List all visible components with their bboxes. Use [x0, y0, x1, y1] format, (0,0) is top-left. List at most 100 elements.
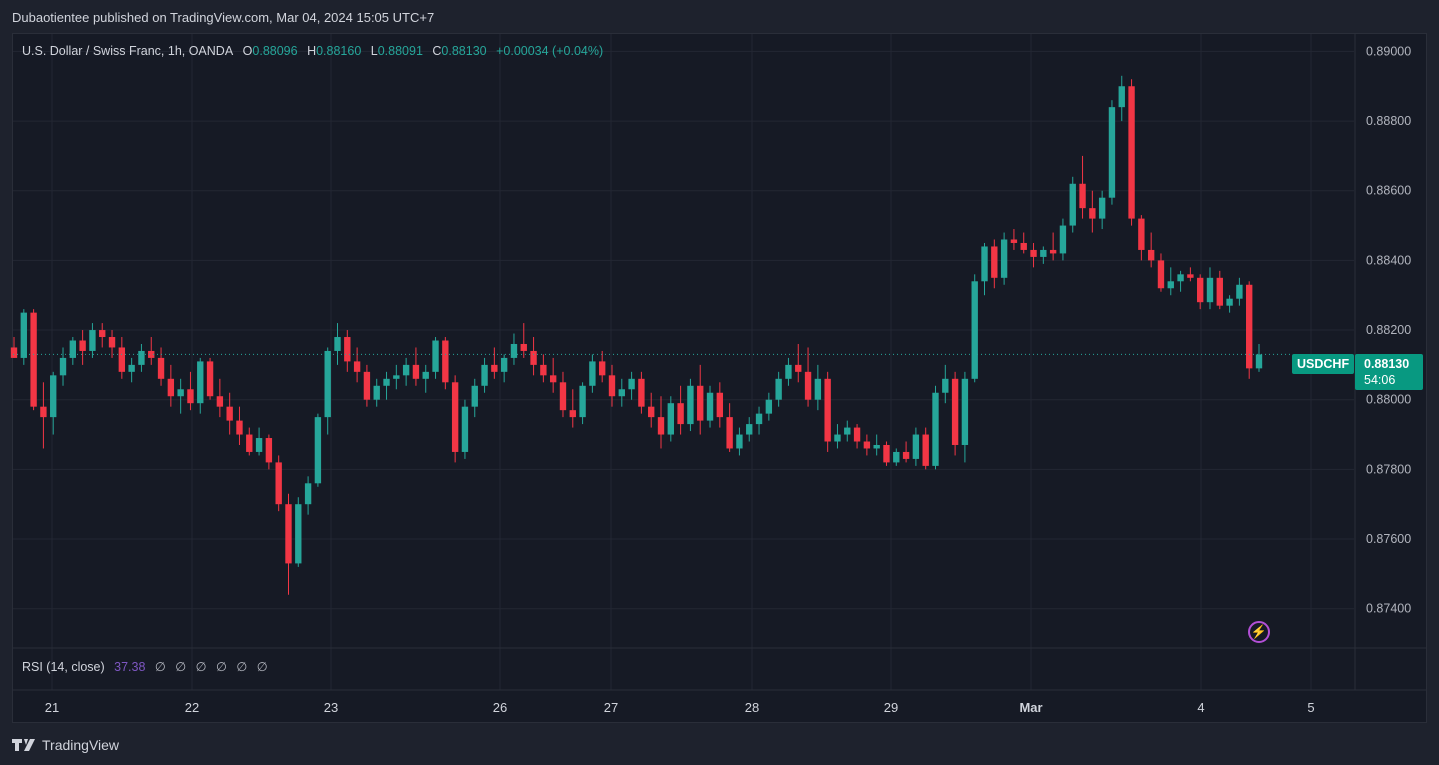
candle-body [873, 444, 880, 449]
time-tick-label: 23 [324, 700, 338, 715]
candle-body [638, 378, 645, 407]
candle-body [285, 504, 292, 564]
candle-body [363, 371, 371, 400]
price-tick-label: 0.87800 [1366, 462, 1411, 476]
low-value: 0.88091 [377, 44, 423, 58]
high-label: H [307, 44, 317, 58]
candle-body [353, 361, 361, 372]
candle-body [295, 504, 302, 564]
candle-body [422, 371, 429, 379]
close-label: C [432, 44, 442, 58]
price-tick-label: 0.88200 [1366, 323, 1411, 337]
candle-body [1118, 86, 1125, 108]
candle-body [755, 413, 763, 425]
tradingview-logo[interactable]: TradingView [12, 735, 119, 755]
candle-body [1030, 249, 1037, 257]
candle-body [932, 392, 939, 466]
candle-body [991, 246, 998, 278]
candle-body [177, 389, 184, 397]
candle-body [148, 350, 155, 358]
candle-body [1108, 107, 1116, 198]
candle-body [461, 406, 469, 452]
candle-body [1226, 298, 1233, 306]
close-value: 0.88130 [441, 44, 487, 58]
time-tick-label: 22 [185, 700, 199, 715]
candle-body [951, 378, 959, 445]
rsi-na-value: ∅ [175, 660, 187, 674]
chart-frame [12, 33, 1427, 723]
candle-body [775, 378, 782, 400]
lightning-bolt-icon[interactable]: ⚡ [1248, 621, 1270, 643]
candle-body [451, 382, 459, 452]
candle-body [569, 410, 576, 418]
candle-body [69, 340, 77, 358]
candle-body [138, 350, 145, 365]
candle-body [599, 361, 606, 376]
candle-body [687, 385, 694, 425]
open-value: 0.88096 [252, 44, 298, 58]
open-label: O [242, 44, 253, 58]
candle-body [1128, 86, 1135, 219]
candle-body [344, 337, 351, 362]
last-price-tag: 0.88130 54:06 [1355, 354, 1423, 390]
candle-body [304, 483, 312, 505]
candle-body [187, 389, 194, 404]
candle-body [1049, 249, 1057, 254]
candle-body [40, 406, 47, 418]
candle-body [99, 330, 106, 338]
candle-body [608, 375, 616, 397]
candle-body [1020, 242, 1027, 250]
price-tick-label: 0.87400 [1366, 602, 1411, 616]
candle-body [1167, 281, 1174, 289]
candle-body [1079, 183, 1086, 209]
candle-body [648, 406, 655, 418]
candle-body [373, 385, 380, 400]
candle-body [118, 347, 126, 372]
candle-body [334, 337, 341, 351]
candle-body [383, 378, 390, 386]
candle-body [50, 375, 57, 418]
candles [10, 75, 1263, 595]
candle-body [89, 330, 96, 351]
candle-body [922, 434, 929, 466]
candle-body [1098, 197, 1106, 219]
rsi-na-value: ∅ [216, 660, 227, 674]
candle-body [1040, 249, 1047, 257]
candle-body [1236, 284, 1243, 299]
candle-body [804, 371, 812, 400]
candle-body [540, 364, 547, 376]
price-tick-label: 0.87600 [1366, 532, 1411, 546]
symbol-legend[interactable]: U.S. Dollar / Swiss Franc, 1h, OANDA O0.… [22, 42, 603, 60]
candle-body [1255, 354, 1263, 369]
candle-body [1246, 284, 1253, 369]
candle-body [510, 343, 518, 358]
candle-body [255, 438, 263, 452]
candle-body [589, 361, 596, 386]
candle-body [520, 343, 527, 351]
candle-body [716, 392, 724, 418]
publish-info: Dubaotientee published on TradingView.co… [12, 10, 435, 25]
candle-body [412, 364, 420, 379]
rsi-na-value: ∅ [256, 660, 268, 674]
candle-body [559, 382, 567, 411]
pane-separators [13, 34, 1426, 691]
candle-body [942, 378, 949, 393]
candle-body [667, 403, 674, 435]
candle-body [1059, 225, 1067, 254]
time-tick-label: 21 [45, 700, 59, 715]
tradingview-logo-icon [12, 739, 35, 751]
candle-body [1000, 239, 1008, 278]
candle-body [108, 337, 116, 348]
low-label: L [370, 44, 378, 58]
candle-body [785, 364, 792, 379]
candle-body [893, 451, 900, 463]
candle-body [706, 392, 714, 421]
candle-body [491, 364, 498, 372]
bar-countdown: 54:06 [1364, 373, 1396, 387]
candle-body [128, 364, 135, 372]
candle-body [1216, 277, 1223, 306]
rsi-label: RSI (14, close) [22, 660, 105, 674]
rsi-legend[interactable]: RSI (14, close) 37.38 ∅ ∅ ∅ ∅ ∅ ∅ [22, 658, 274, 676]
time-tick-label: 26 [493, 700, 507, 715]
